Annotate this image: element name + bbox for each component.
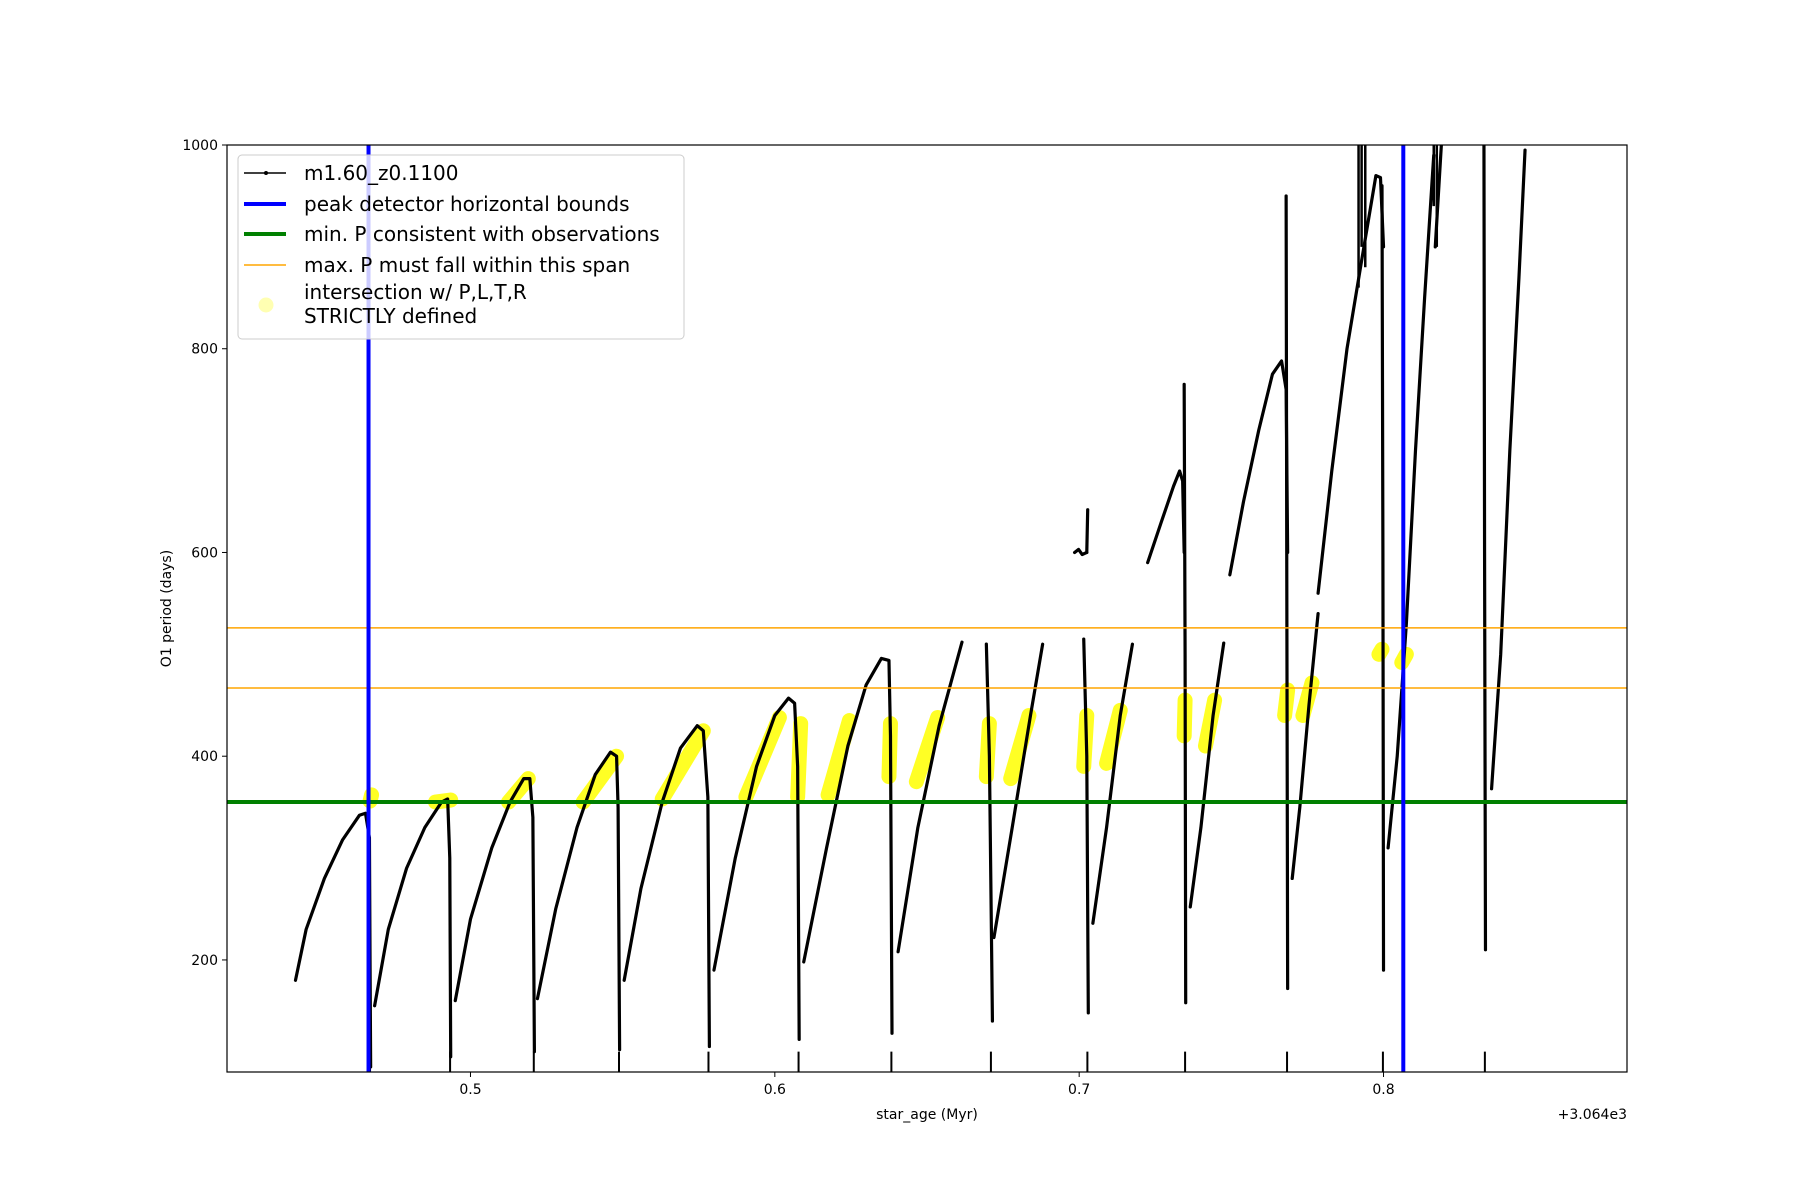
track-segment-14: [1146, 469, 1186, 565]
track-segment-7: [896, 640, 964, 954]
legend-label-4-line2: STRICTLY defined: [304, 304, 477, 328]
track-segment-13: [1085, 508, 1090, 555]
intersection-segment-9: [908, 709, 946, 790]
track-segment-3: [535, 750, 622, 1052]
track-segment-0: [293, 811, 373, 1069]
track-segment-18: [1284, 194, 1290, 991]
track-segment-11: [1091, 642, 1135, 925]
track-segment-9: [992, 642, 1045, 940]
intersection-segment-13: [1099, 702, 1128, 771]
track-segment-6: [802, 656, 894, 1035]
track-segment-24: [1482, 145, 1488, 952]
track-segment-21: [1380, 184, 1386, 972]
track-segment-12: [1073, 547, 1089, 557]
track-segment-17: [1228, 359, 1290, 577]
x-axis-label: star_age (Myr): [876, 1107, 978, 1123]
x-tick-label-2: 0.7: [1068, 1082, 1090, 1098]
track-segment-15: [1182, 382, 1188, 1005]
y-tick-label-0: 200: [191, 953, 218, 969]
track-segment-16: [1188, 641, 1226, 909]
y-tick-label-4: 1000: [182, 138, 218, 154]
track-segment-4: [622, 724, 711, 1049]
x-tick-label-0: 0.5: [459, 1082, 481, 1098]
y-tick-label-2: 600: [191, 545, 218, 561]
legend-label-1: peak detector horizontal bounds: [304, 192, 630, 216]
track-segment-19: [1290, 611, 1320, 881]
x-tick-label-1: 0.6: [764, 1082, 786, 1098]
track-segment-2: [453, 777, 536, 1054]
track-segment-25: [1489, 148, 1527, 791]
y-axis-label: O1 period (days): [159, 550, 175, 667]
legend-label-0: m1.60_z0.1100: [304, 161, 459, 185]
track-segment-10: [1082, 637, 1090, 1015]
legend-handle-intersection: [258, 297, 274, 313]
legend-marker-track: [264, 171, 268, 175]
plot-frame: [226, 144, 1628, 1073]
y-tick-label-3: 800: [191, 342, 218, 358]
intersection-segment-11: [1003, 707, 1037, 787]
x-tick-label-3: 0.8: [1372, 1082, 1394, 1098]
intersection-segment-7: [820, 713, 857, 803]
track-segment-20: [1316, 173, 1386, 595]
track-segment-22: [1386, 153, 1436, 850]
legend-box: [237, 154, 685, 340]
track-segment-5: [712, 696, 801, 1041]
x-axis-offset-label: +3.064e3: [1558, 1107, 1627, 1123]
intersection-segment-4: [654, 723, 711, 807]
legend-label-4: intersection w/ P,L,T,R: [304, 280, 527, 304]
y-tick-label-1: 400: [191, 749, 218, 765]
legend-label-3: max. P must fall within this span: [304, 253, 630, 277]
legend-label-2: min. P consistent with observations: [304, 222, 660, 246]
track-segment-1: [373, 797, 453, 1059]
track-segment-8: [984, 642, 995, 1023]
